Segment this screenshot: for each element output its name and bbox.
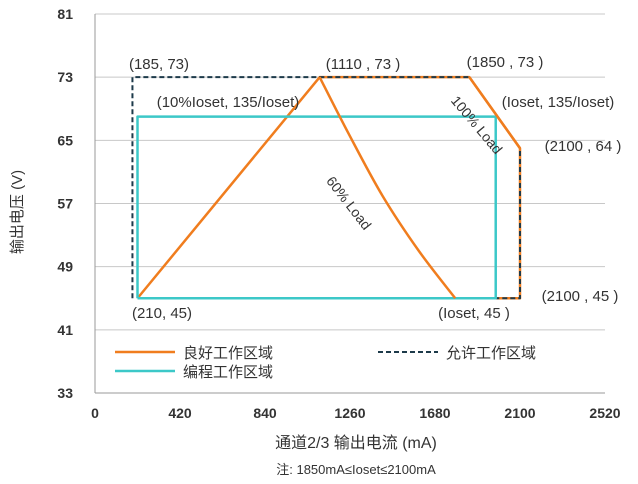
x-tick-label: 840 xyxy=(253,405,277,421)
footnote: 注: 1850mA≤Ioset≤2100mA xyxy=(276,462,436,477)
point-annotation: (1850 , 73 ) xyxy=(467,54,544,71)
y-axis-title: 输出电压 (V) xyxy=(9,170,26,254)
tick-labels: 33 41 49 57 65 73 81 0 420 840 1260 1680 2100 2520 xyxy=(57,6,620,421)
x-tick-label: 2520 xyxy=(589,405,620,421)
y-tick-label: 41 xyxy=(57,322,73,338)
point-annotation: (2100 , 64 ) xyxy=(545,138,622,155)
load-curves: 60% Load 100% Load xyxy=(318,76,522,300)
x-axis-title: 通道2/3 输出电流 (mA) xyxy=(275,434,437,452)
series-line-1 xyxy=(131,76,521,300)
y-tick-label: 49 xyxy=(57,259,73,275)
load-curve-label: 100% Load xyxy=(448,93,506,158)
point-annotation: (Ioset, 135/Ioset) xyxy=(502,94,615,111)
x-tick-label: 0 xyxy=(91,405,99,421)
point-annotations: (185, 73) (1110 , 73 ) (1850 , 73 ) (10%Ios… xyxy=(129,54,621,322)
load-curve-1 xyxy=(468,76,522,149)
y-tick-label: 81 xyxy=(57,6,73,22)
y-tick-label: 73 xyxy=(57,69,73,85)
x-tick-label: 2100 xyxy=(504,405,535,421)
legend-label: 允许工作区域 xyxy=(446,345,536,362)
point-annotation: (185, 73) xyxy=(129,56,189,73)
legend-label: 良好工作区域 xyxy=(183,345,273,362)
x-tick-label: 1680 xyxy=(419,405,450,421)
point-annotation: (210, 45) xyxy=(132,305,192,322)
point-annotation: (2100 , 45 ) xyxy=(542,288,619,305)
point-annotation: (10%Ioset, 135/Ioset) xyxy=(157,94,300,111)
series-line-2 xyxy=(136,115,497,300)
y-tick-label: 57 xyxy=(57,196,73,212)
y-tick-label: 65 xyxy=(57,132,73,148)
load-curve-label: 60% Load xyxy=(323,173,374,233)
point-annotation: (1110 , 73 ) xyxy=(326,56,401,73)
axes xyxy=(94,14,605,394)
point-annotation: (Ioset, 45 ) xyxy=(438,305,510,322)
load-curve-0 xyxy=(318,76,457,300)
legend-label: 编程工作区域 xyxy=(183,364,273,381)
x-tick-label: 1260 xyxy=(334,405,365,421)
x-tick-label: 420 xyxy=(168,405,192,421)
y-tick-label: 33 xyxy=(57,385,73,401)
